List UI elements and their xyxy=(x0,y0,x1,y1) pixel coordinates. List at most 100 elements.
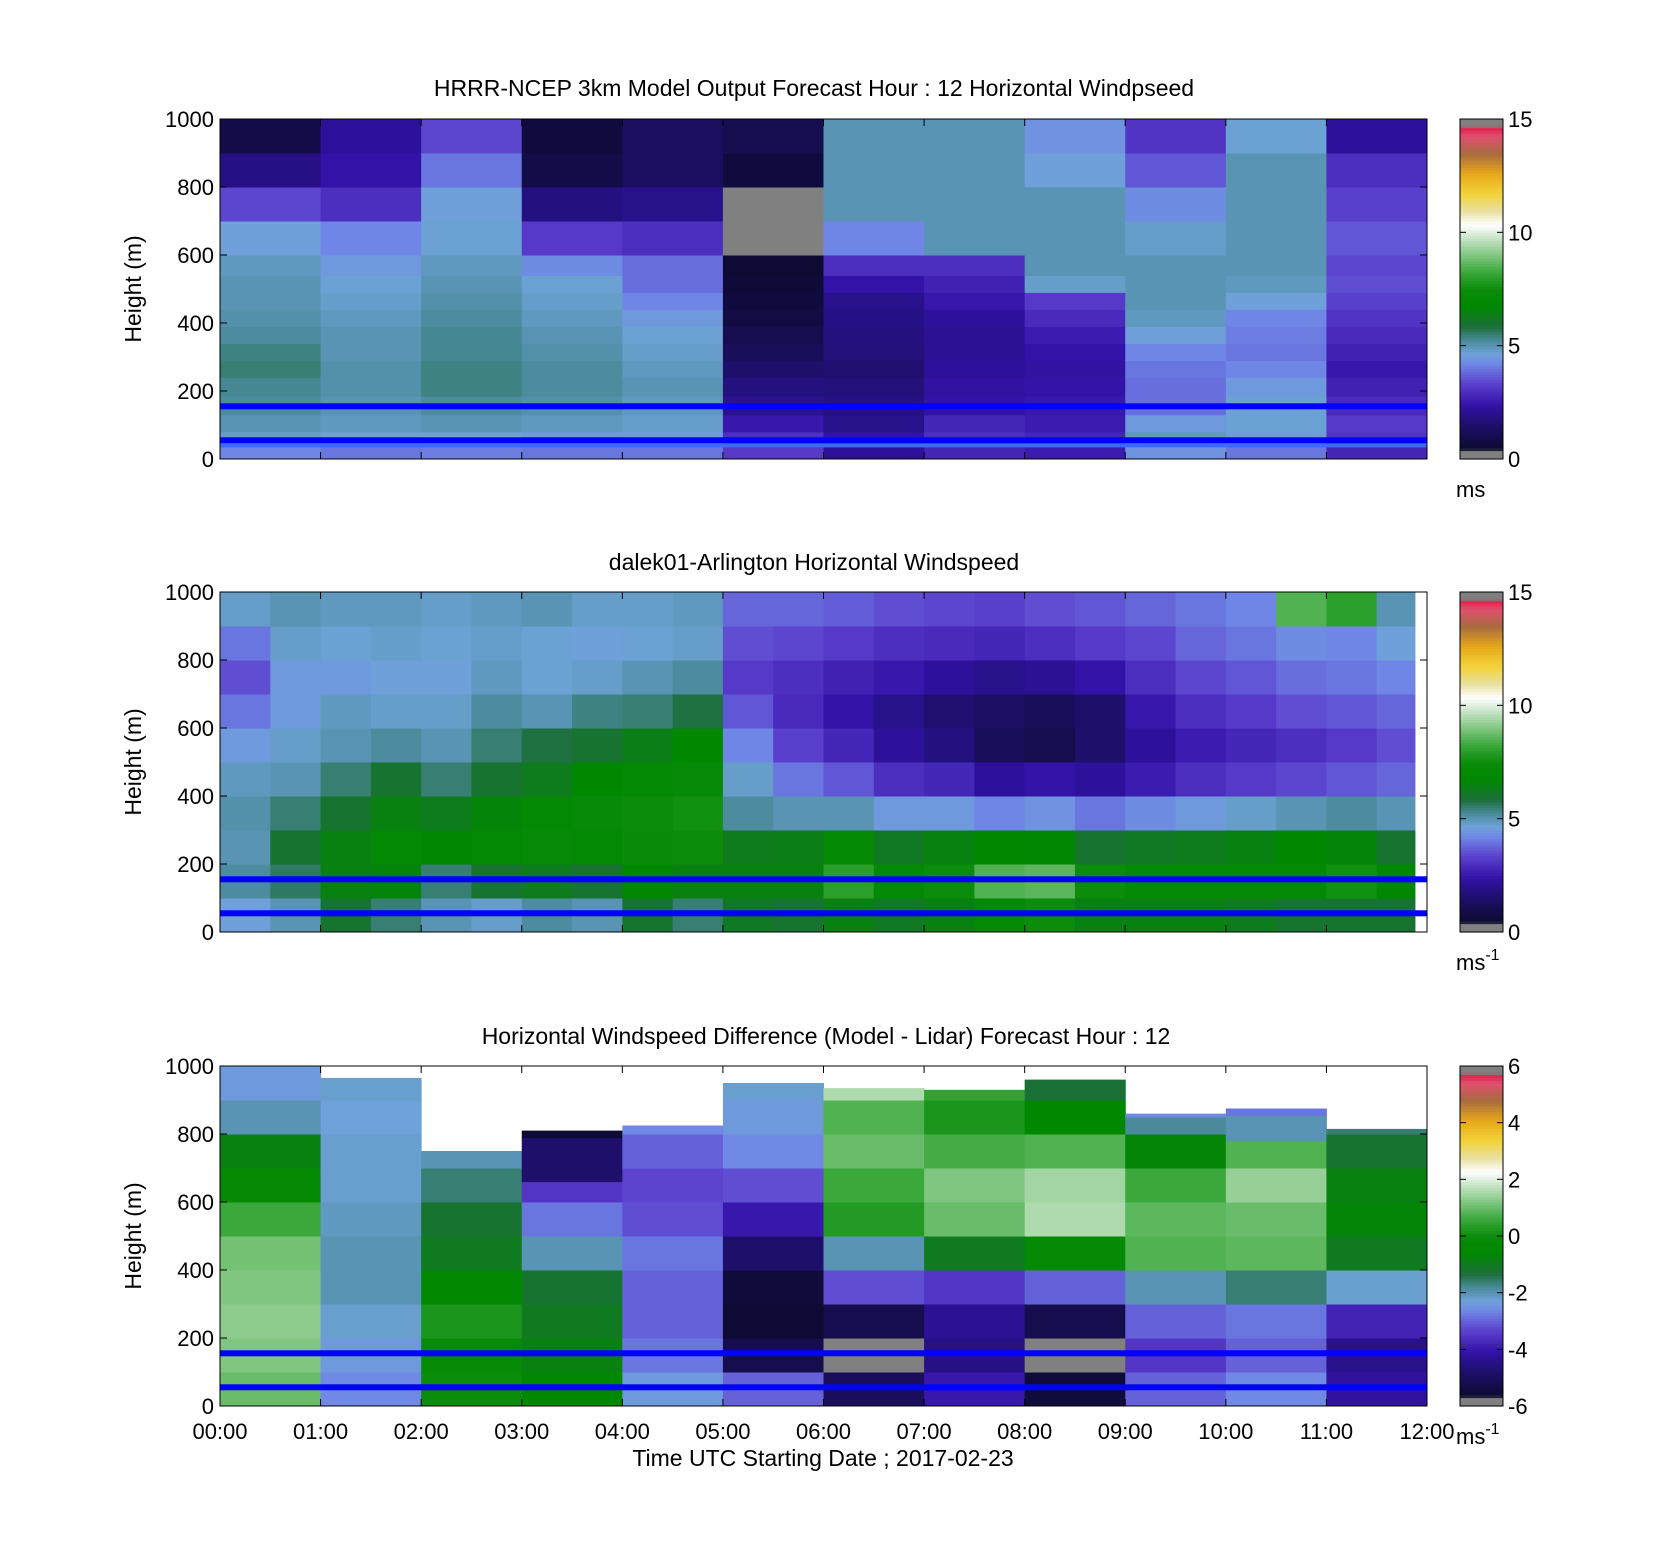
colorbar-swatch xyxy=(1460,1258,1503,1263)
heatmap-cell xyxy=(220,762,271,797)
heatmap-cell xyxy=(1125,796,1177,831)
colorbar-tick-label: 5 xyxy=(1508,807,1520,832)
heatmap-cell xyxy=(471,762,523,797)
heatmap-cell xyxy=(471,660,523,695)
heatmap-cell xyxy=(1326,292,1428,310)
heatmap-cells xyxy=(220,119,1428,460)
colorbar-swatch xyxy=(1460,827,1503,831)
heatmap-cell xyxy=(1024,694,1076,729)
colorbar-swatch xyxy=(1460,597,1503,602)
colorbar-swatch xyxy=(1460,396,1503,401)
heatmap-cell xyxy=(370,626,422,661)
heatmap-cell xyxy=(1125,626,1177,661)
heatmap-cell xyxy=(924,153,1026,188)
heatmap-cell xyxy=(622,187,724,222)
colorbar-swatch xyxy=(1460,1083,1503,1087)
heatmap-cell xyxy=(1326,309,1428,327)
heatmap-cell xyxy=(823,728,875,763)
heatmap-cell xyxy=(622,660,674,695)
heatmap-cell xyxy=(924,1202,1026,1237)
y-tick-label: 200 xyxy=(177,379,214,404)
heatmap-cell xyxy=(974,762,1026,797)
heatmap-cell xyxy=(1376,830,1416,865)
heatmap-cell xyxy=(521,292,623,310)
colorbar-swatch xyxy=(1460,815,1503,820)
heatmap-cell xyxy=(471,694,523,729)
colorbar-swatch xyxy=(1460,255,1503,259)
colorbar-swatch xyxy=(1460,1383,1503,1387)
heatmap-cell xyxy=(924,119,1026,154)
x-tick-label: 06:00 xyxy=(796,1419,851,1444)
heatmap-cell xyxy=(220,592,271,627)
y-tick-label: 400 xyxy=(177,784,214,809)
heatmap-cell xyxy=(220,1066,322,1101)
heatmap-cell xyxy=(270,728,322,763)
colorbar-swatch xyxy=(1460,229,1503,233)
heatmap-cell xyxy=(823,830,875,865)
heatmap-cell xyxy=(924,830,975,865)
colorbar-swatch xyxy=(1460,1386,1503,1390)
colorbar-swatch xyxy=(1460,798,1503,803)
reference-lines xyxy=(220,1350,1427,1391)
colorbar-swatch xyxy=(1460,711,1503,715)
heatmap-cell xyxy=(1024,221,1126,256)
colorbar-swatch xyxy=(1460,1306,1503,1311)
heatmap-cell xyxy=(320,377,422,397)
heatmap-cell xyxy=(1125,762,1177,797)
heatmap-cell xyxy=(622,1270,724,1305)
colorbar-swatch xyxy=(1460,1281,1503,1285)
heatmap-cell xyxy=(1276,592,1327,627)
heatmap-cell xyxy=(1024,592,1076,627)
x-tick-label: 12:00 xyxy=(1399,1419,1454,1444)
heatmap-cell xyxy=(1024,255,1126,276)
heatmap-cell xyxy=(773,694,824,729)
colorbar-swatch xyxy=(1460,1270,1503,1274)
colorbar-swatch xyxy=(1460,153,1503,157)
x-tick-label: 04:00 xyxy=(595,1419,650,1444)
heatmap-cell xyxy=(1376,796,1416,831)
heatmap-cell xyxy=(722,326,824,344)
heatmap-cell xyxy=(521,1304,623,1339)
colorbar-swatch xyxy=(1460,1094,1503,1098)
colorbar-swatch xyxy=(1460,1173,1503,1178)
heatmap-cell xyxy=(1225,255,1327,276)
heatmap-cell xyxy=(1225,360,1327,378)
colorbar-swatch xyxy=(1460,1292,1503,1297)
heatmap-cell xyxy=(1326,360,1428,378)
colorbar-swatch xyxy=(1460,1219,1503,1223)
colorbar-swatch xyxy=(1460,1372,1503,1376)
heatmap-cell xyxy=(924,1270,1026,1305)
colorbar-swatch xyxy=(1460,926,1503,930)
colorbar-swatch xyxy=(1460,648,1503,653)
heatmap-cell xyxy=(370,592,422,627)
colorbar-swatch xyxy=(1460,730,1503,735)
heatmap-cell xyxy=(1125,343,1227,361)
heatmap-cell xyxy=(924,292,1026,310)
colorbar-swatch xyxy=(1460,1085,1503,1090)
heatmap-cell xyxy=(722,377,824,397)
heatmap-cell xyxy=(521,1270,623,1305)
colorbar-tick-label: 0 xyxy=(1508,920,1520,945)
heatmap-cell xyxy=(924,592,975,627)
heatmap-cell xyxy=(873,728,925,763)
colorbar-swatch xyxy=(1460,1122,1503,1127)
colorbar-swatch xyxy=(1460,306,1503,310)
colorbar-swatch xyxy=(1460,668,1503,672)
heatmap-cell xyxy=(1225,660,1277,695)
heatmap-cell xyxy=(873,762,925,797)
heatmap-cell xyxy=(722,1236,824,1271)
y-tick-label: 0 xyxy=(202,920,214,945)
heatmap-cell xyxy=(622,255,724,276)
y-tick-label: 600 xyxy=(177,243,214,268)
heatmap-cell xyxy=(1225,445,1327,460)
colorbar-swatch xyxy=(1460,628,1503,633)
colorbar-swatch xyxy=(1460,1295,1503,1299)
colorbar-swatch xyxy=(1460,1077,1503,1081)
heatmap-cell xyxy=(1125,830,1177,865)
colorbar-swatch xyxy=(1460,430,1503,435)
heatmap-cell xyxy=(521,762,573,797)
heatmap-cell xyxy=(1024,326,1126,344)
heatmap-cell xyxy=(622,694,674,729)
colorbar-swatch xyxy=(1460,1224,1503,1229)
colorbar-swatch xyxy=(1460,1125,1503,1129)
